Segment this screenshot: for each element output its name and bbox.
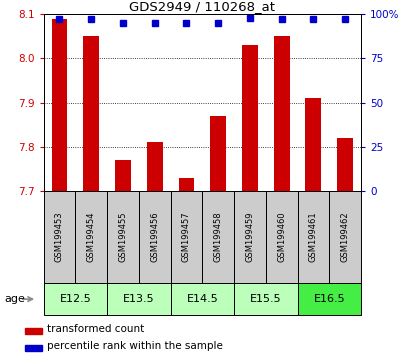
Text: E12.5: E12.5 (59, 294, 91, 304)
Bar (234, 191, 266, 283)
Bar (242, 45, 258, 191)
Text: GSM199461: GSM199461 (309, 212, 318, 263)
Bar (337, 138, 353, 191)
Text: GSM199460: GSM199460 (277, 212, 286, 263)
Bar (305, 98, 321, 191)
Bar (83, 36, 99, 191)
Bar (274, 36, 290, 191)
Bar (171, 191, 203, 283)
Text: transformed count: transformed count (47, 324, 145, 334)
Text: GSM199453: GSM199453 (55, 212, 64, 263)
Text: E15.5: E15.5 (250, 294, 282, 304)
Text: E13.5: E13.5 (123, 294, 155, 304)
Text: GSM199455: GSM199455 (118, 212, 127, 262)
Text: age: age (4, 294, 25, 304)
Bar (51, 18, 67, 191)
Bar (24, 328, 42, 333)
Bar (76, 191, 107, 283)
Bar (24, 345, 42, 351)
Text: GSM199457: GSM199457 (182, 212, 191, 263)
Text: GSM199456: GSM199456 (150, 212, 159, 263)
Text: GSM199459: GSM199459 (245, 212, 254, 262)
Bar (115, 160, 131, 191)
Bar (107, 283, 171, 315)
Text: E16.5: E16.5 (313, 294, 345, 304)
Bar (330, 191, 361, 283)
Bar (107, 191, 139, 283)
Text: percentile rank within the sample: percentile rank within the sample (47, 341, 223, 351)
Bar (210, 116, 226, 191)
Title: GDS2949 / 110268_at: GDS2949 / 110268_at (129, 0, 275, 13)
Bar (178, 178, 194, 191)
Bar (203, 191, 234, 283)
Text: E14.5: E14.5 (186, 294, 218, 304)
Text: GSM199454: GSM199454 (87, 212, 96, 262)
Bar (298, 283, 361, 315)
Bar (44, 191, 76, 283)
Bar (234, 283, 298, 315)
Bar (266, 191, 298, 283)
Bar (147, 143, 163, 191)
Bar (44, 283, 107, 315)
Text: GSM199462: GSM199462 (341, 212, 350, 263)
Bar (171, 283, 234, 315)
Bar (139, 191, 171, 283)
Text: GSM199458: GSM199458 (214, 212, 223, 263)
Bar (298, 191, 330, 283)
